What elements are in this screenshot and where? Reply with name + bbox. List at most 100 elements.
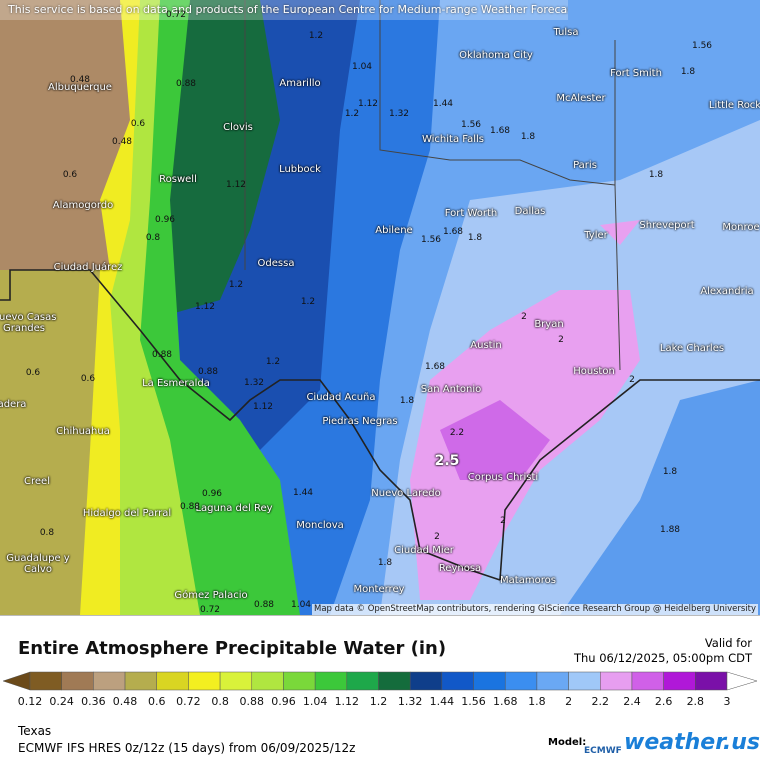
colorbar-tick-label: 3 [724,695,731,708]
contour-label: 1.2 [308,31,324,41]
contour-label: 1.8 [377,558,393,568]
colorbar-end [2,671,31,691]
contour-label: 1.2 [300,297,316,307]
colorbar-tick-label: 0.96 [271,695,296,708]
contour-label: 1.12 [194,302,216,312]
city-label: Ciudad Juárez [53,262,123,273]
contour-label: 0.72 [165,10,187,20]
contour-label: 0.6 [62,170,78,180]
city-label: Amarillo [279,78,321,89]
colorbar-tick-label: 2.8 [687,695,705,708]
contour-label: 2 [500,516,506,526]
colorbar-tick-label: 0.12 [18,695,43,708]
colorbar-tick-label: 0.72 [176,695,201,708]
contour-label: 1.68 [489,126,511,136]
city-label: Clovis [223,122,253,133]
colorbar-tick-label: 2.6 [655,695,673,708]
city-label: Fort Smith [610,68,662,79]
city-label: Hidalgo del Parral [82,508,172,519]
contour-label: 2.2 [449,428,465,438]
colorbar-box [568,671,601,691]
city-label: Oklahoma City [459,50,533,61]
contour-label: 0.88 [179,502,201,512]
city-label: Nuevo Casas Grandes [0,312,57,334]
contour-label: 1.44 [292,488,314,498]
city-label: Fort Worth [444,208,498,219]
colorbar-tick-label: 1.2 [370,695,388,708]
legend-title: Entire Atmosphere Precipitable Water (in… [18,638,447,659]
contour-label: 1.68 [442,227,464,237]
contour-label: 0.88 [175,79,197,89]
city-label: Austin [470,340,502,351]
contour-label: 2 [629,375,635,385]
colorbar-box [504,671,538,691]
city-label: Nuevo Laredo [371,488,441,499]
brand-logo[interactable]: weather.us [624,730,760,755]
city-label: San Antonio [420,384,482,395]
contour-label: 0.88 [253,600,275,610]
city-label: Lubbock [279,164,321,175]
national-border [0,269,501,581]
contour-label: 1.44 [432,99,454,109]
contour-label: 0.48 [69,75,91,85]
contour-label: 1.2 [228,280,244,290]
city-label: Piedras Negras [322,416,398,427]
colorbar-box [473,671,506,691]
model-logo: ECMWF [584,746,622,756]
city-label: McAlester [556,93,606,104]
contour-label: 1.8 [662,467,678,477]
contour-label: 1.68 [424,362,446,372]
map-credit: Map data © OpenStreetMap contributors, r… [312,604,758,615]
field-zone [600,220,640,245]
contour-label: 2.5 [434,453,460,469]
contour-label: 0.96 [201,489,223,499]
valid-time: Thu 06/12/2025, 05:00pm CDT [573,651,752,665]
city-label: Chihuahua [56,426,110,437]
contour-label: 1.32 [388,109,410,119]
city-label: Little Rock [708,100,760,111]
contour-label: 1.8 [520,132,536,142]
colorbar: 0.12 0.24 0.36 0.48 0.6 0.72 0.8 0.88 0.96 1.04 1.… [2,671,758,708]
contour-label: 1.04 [351,62,373,72]
state-border [379,0,616,186]
contour-label: 1.88 [659,525,681,535]
model-label: Model: [548,737,587,748]
contour-label: 1.2 [344,109,360,119]
city-label: Roswell [159,174,197,185]
contour-label: 0.72 [199,605,221,615]
state-lines [244,0,621,371]
colorbar-tick-label: 1.12 [335,695,360,708]
contour-label: 1.2 [265,357,281,367]
city-label: Bryan [534,319,564,330]
contour-label: 0.6 [25,368,41,378]
contour-label: 0.6 [130,119,146,129]
city-label: Alamogordo [52,200,114,211]
city-label: Shreveport [639,220,695,231]
contour-label: 1.8 [467,233,483,243]
colorbar-box [409,671,443,691]
contour-label: 1.8 [648,170,664,180]
city-label: Corpus Christi [467,472,539,483]
contour-label: 0.88 [197,367,219,377]
attribution: This service is based on data and produc… [0,0,568,20]
contour-label: 2 [434,532,440,542]
colorbar-box [536,671,569,691]
city-label: Ciudad Mier [394,545,454,556]
colorbar-box [124,671,157,691]
colorbar-tick-label: 2 [565,695,572,708]
contour-label: 1.12 [357,99,379,109]
field-zone [440,400,550,480]
contour-label: 1.8 [399,396,415,406]
city-label: adera [0,399,27,410]
contour-label: 1.56 [460,120,482,130]
colorbar-box [663,671,696,691]
contour-label: 0.6 [80,374,96,384]
city-label: Abilene [375,225,413,236]
contour-label: 1.8 [680,67,696,77]
valid-label: Valid for [704,636,752,650]
contour-label: 1.32 [243,378,265,388]
city-label: Tulsa [553,27,579,38]
contour-label: 0.48 [111,137,133,147]
colorbar-box [378,671,411,691]
